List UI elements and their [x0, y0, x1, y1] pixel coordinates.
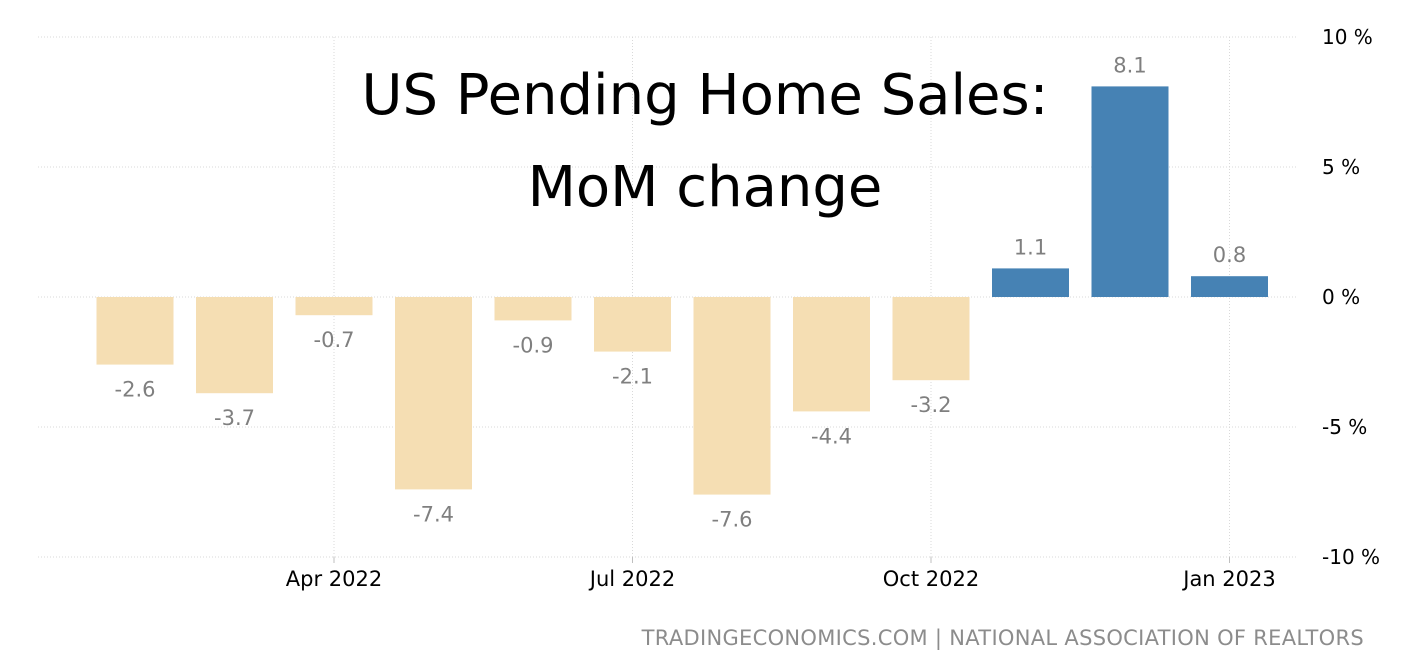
bar	[96, 297, 174, 365]
y-tick-label: -5 %	[1322, 415, 1367, 439]
source-credit: TRADINGECONOMICS.COM | NATIONAL ASSOCIAT…	[641, 626, 1364, 650]
bar-value-label: 1.1	[1014, 235, 1047, 259]
bars	[96, 86, 1268, 495]
bar-value-label: -0.9	[513, 333, 554, 357]
bar	[892, 297, 970, 381]
bar-value-label: -7.6	[712, 508, 753, 532]
y-tick-label: 0 %	[1322, 285, 1360, 309]
bar-value-label: -3.2	[911, 393, 952, 417]
chart-title-line: MoM change	[527, 155, 883, 220]
bar-value-label: -4.4	[811, 424, 852, 448]
x-axis: Apr 2022 Jul 2022 Oct 2022 Jan 2023	[286, 557, 1276, 591]
bar	[1091, 86, 1169, 298]
x-tick-label: Jul 2022	[588, 567, 675, 591]
y-tick-label: -10 %	[1322, 545, 1380, 569]
bar	[196, 297, 273, 394]
bar-value-label: -3.7	[214, 406, 255, 430]
bar	[1191, 276, 1268, 297]
chart-title-line: US Pending Home Sales:	[361, 63, 1049, 128]
bar-value-label: -2.6	[115, 378, 156, 402]
bar	[494, 297, 572, 321]
bar	[594, 297, 671, 352]
bar	[992, 268, 1069, 297]
bar	[793, 297, 870, 412]
y-tick-label: 5 %	[1322, 155, 1360, 179]
x-tick-label: Jan 2023	[1181, 567, 1276, 591]
x-tick-label: Oct 2022	[883, 567, 979, 591]
bar-value-label: -2.1	[612, 365, 653, 389]
bar	[395, 297, 472, 490]
bar-value-label: -7.4	[413, 502, 454, 526]
y-axis: 10 % 5 % 0 % -5 % -10 %	[1322, 25, 1380, 569]
bar-value-label: -0.7	[314, 328, 355, 352]
bar	[295, 297, 373, 316]
value-labels: -2.6 -3.7 -0.7 -7.4 -0.9 -2.1 -7.6 -4.4 -3.2 1.1 8…	[115, 53, 1247, 531]
bar-value-label: 0.8	[1213, 243, 1246, 267]
x-tick-label: Apr 2022	[286, 567, 382, 591]
bar-value-label: 8.1	[1113, 53, 1146, 77]
y-tick-label: 10 %	[1322, 25, 1373, 49]
bar	[693, 297, 771, 495]
chart-title: US Pending Home Sales: MoM change	[340, 50, 1070, 234]
